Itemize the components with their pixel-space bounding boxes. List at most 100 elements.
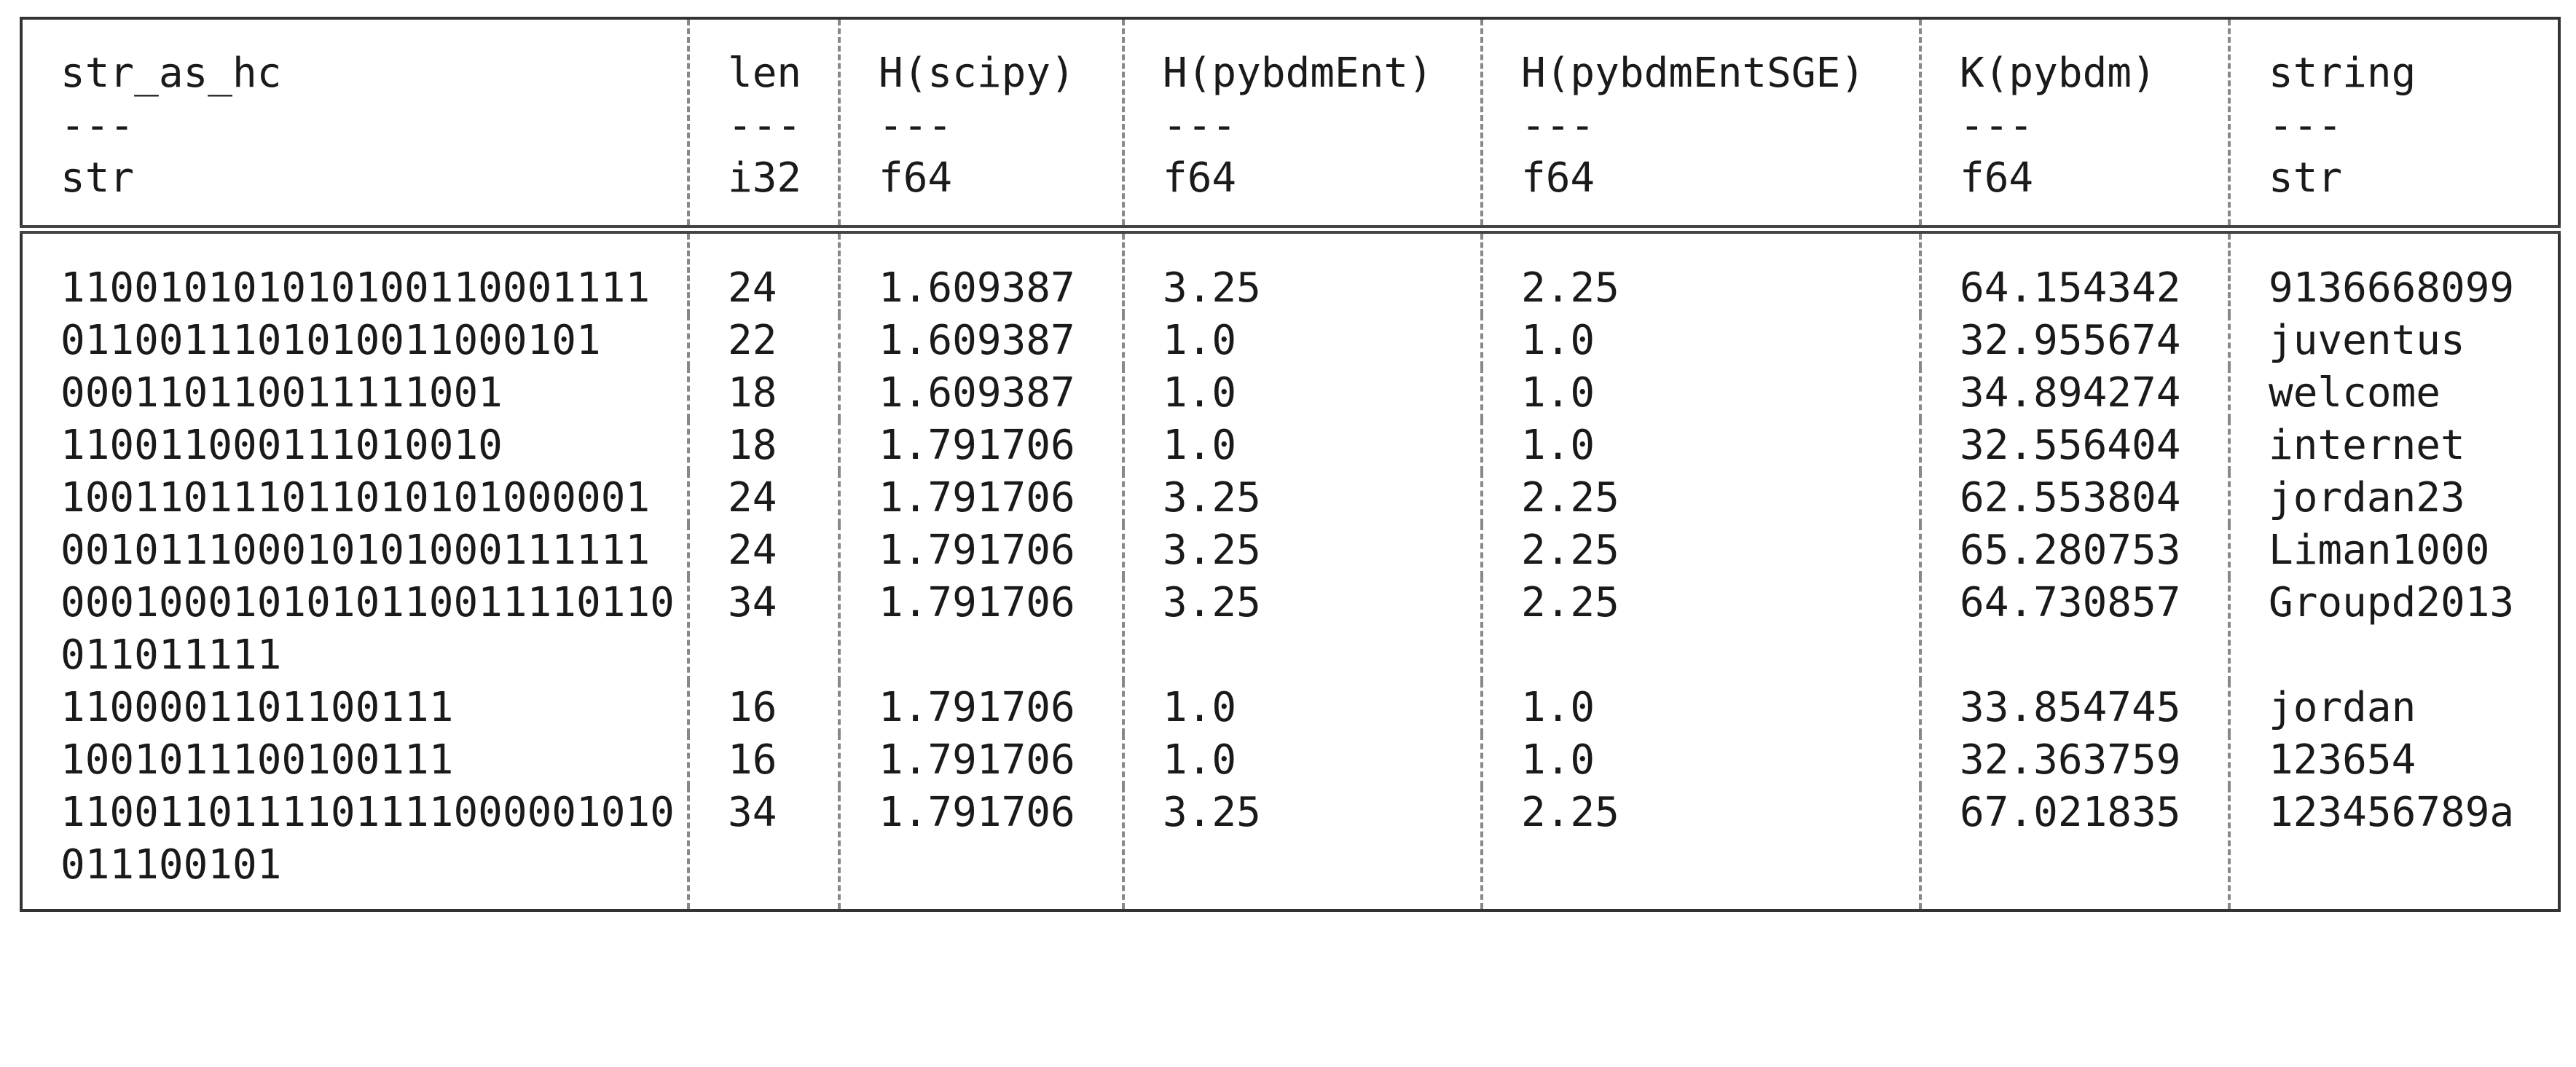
header-dtype: str: [2269, 154, 2343, 202]
table-cell: jordan23: [2228, 472, 2559, 524]
table-row: 000110110011111001 18 1.609387 1.0 1.0 34.894…: [21, 367, 2559, 420]
table-header: str_as_hc --- str len --- i32 H(scipy) --- f64 H(…: [21, 18, 2559, 234]
table-cell: 110011000111010010: [60, 422, 503, 469]
table-row: 1100001101100111 16 1.791706 1.0 1.0 33.85474…: [21, 682, 2559, 734]
table-cell: 3.25: [1122, 524, 1482, 577]
table-cell: 1.791706: [838, 472, 1123, 524]
table-cell: 34.894274: [1919, 367, 2229, 420]
table-cell: 1.0: [1122, 682, 1482, 734]
header-cell: string --- str: [2228, 18, 2559, 234]
header-row: str_as_hc --- str len --- i32 H(scipy) --- f64 H(…: [21, 18, 2559, 234]
table-cell: 100110111011010101000001: [60, 474, 651, 521]
table-cell: 22: [687, 315, 839, 367]
table-cell: 3.25: [1122, 577, 1482, 682]
table-row: 110010101010100110001111 24 1.609387 3.25 2.…: [21, 229, 2559, 315]
header-dtype: f64: [1960, 154, 2034, 202]
table: str_as_hc --- str len --- i32 H(scipy) --- f64 H(…: [20, 17, 2561, 912]
header-separator: ---: [1163, 102, 1237, 149]
table-cell: 123456789a: [2228, 787, 2559, 910]
table-cell: 1.0: [1480, 420, 1920, 472]
table-cell: 1.791706: [838, 787, 1123, 910]
header-dtype: f64: [1163, 154, 1237, 202]
table-cell: 1.791706: [838, 420, 1123, 472]
header-separator: ---: [2269, 102, 2343, 149]
header-cell: H(pybdmEnt) --- f64: [1122, 18, 1482, 234]
table-cell: 2.25: [1480, 472, 1920, 524]
table-cell: 001011100010101000111111: [60, 527, 651, 574]
table-cell: 1.0: [1122, 420, 1482, 472]
header-name: H(scipy): [879, 50, 1075, 97]
header-cell: H(pybdmEntSGE) --- f64: [1480, 18, 1920, 234]
header-dtype: f64: [1521, 154, 1595, 202]
table-cell: 32.955674: [1919, 315, 2229, 367]
table-cell: 2.25: [1480, 787, 1920, 910]
table-cell: 16: [687, 682, 839, 734]
dataframe: str_as_hc --- str len --- i32 H(scipy) --- f64 H(…: [20, 17, 2561, 912]
table-cell: welcome: [2228, 367, 2559, 420]
table-cell: 1.0: [1480, 367, 1920, 420]
header-separator: ---: [1521, 102, 1595, 149]
header-name: H(pybdmEnt): [1163, 50, 1433, 97]
table-row: 0110011101010011000101 22 1.609387 1.0 1.0 32…: [21, 315, 2559, 367]
table-cell: 33.854745: [1919, 682, 2229, 734]
header-name: K(pybdm): [1960, 50, 2156, 97]
table-cell: 1.0: [1122, 315, 1482, 367]
table-body: 110010101010100110001111 24 1.609387 3.25 2.…: [21, 229, 2559, 910]
table-row: 1100110111101111000001010011100101 34 1.79…: [21, 787, 2559, 910]
header-separator: ---: [879, 102, 953, 149]
table-cell: 1.0: [1122, 734, 1482, 787]
table-cell: 0110011101010011000101: [60, 317, 601, 364]
table-row: 001011100010101000111111 24 1.791706 3.25 2.…: [21, 524, 2559, 577]
table-cell: 32.363759: [1919, 734, 2229, 787]
table-cell: 1.0: [1480, 682, 1920, 734]
table-row: 100110111011010101000001 24 1.791706 3.25 2.…: [21, 472, 2559, 524]
table-cell: 2.25: [1480, 577, 1920, 682]
header-cell: K(pybdm) --- f64: [1919, 18, 2229, 234]
table-cell: 1100001101100111: [60, 684, 454, 731]
table-cell: 3.25: [1122, 472, 1482, 524]
table-cell: jordan: [2228, 682, 2559, 734]
table-cell: 18: [687, 420, 839, 472]
header-name: H(pybdmEntSGE): [1521, 50, 1866, 97]
table-cell: 1.609387: [838, 367, 1123, 420]
header-cell: str_as_hc --- str: [21, 18, 688, 234]
table-cell: 65.280753: [1919, 524, 2229, 577]
table-cell: 32.556404: [1919, 420, 2229, 472]
table-cell: 2.25: [1480, 229, 1920, 315]
table-cell: 1001011100100111: [60, 736, 454, 784]
table-cell: 1.791706: [838, 682, 1123, 734]
header-separator: ---: [1960, 102, 2034, 149]
table-cell: 110010101010100110001111: [60, 264, 651, 312]
table-row: 0001000101010110011110110011011111 34 1.79…: [21, 577, 2559, 682]
header-dtype: i32: [728, 154, 802, 202]
table-cell: 34: [687, 787, 839, 910]
table-cell: 1.609387: [838, 229, 1123, 315]
table-cell: 64.730857: [1919, 577, 2229, 682]
header-dtype: f64: [879, 154, 953, 202]
header-name: string: [2269, 50, 2416, 97]
table-cell: 67.021835: [1919, 787, 2229, 910]
table-cell: juventus: [2228, 315, 2559, 367]
table-cell: 1.0: [1480, 734, 1920, 787]
table-row: 1001011100100111 16 1.791706 1.0 1.0 32.36375…: [21, 734, 2559, 787]
table-cell: 1.791706: [838, 577, 1123, 682]
header-separator: ---: [728, 102, 802, 149]
header-cell: len --- i32: [687, 18, 839, 234]
header-separator: ---: [60, 102, 135, 149]
header-cell: H(scipy) --- f64: [838, 18, 1123, 234]
table-cell: 1.609387: [838, 315, 1123, 367]
table-cell: internet: [2228, 420, 2559, 472]
header-dtype: str: [60, 154, 135, 202]
table-cell: 62.553804: [1919, 472, 2229, 524]
table-cell: 16: [687, 734, 839, 787]
table-cell: 24: [687, 229, 839, 315]
table-cell: 34: [687, 577, 839, 682]
table-cell: 18: [687, 367, 839, 420]
table-cell: 0001000101010110011110110011011111: [60, 579, 675, 679]
table-cell: 24: [687, 472, 839, 524]
table-row: 110011000111010010 18 1.791706 1.0 1.0 32.556…: [21, 420, 2559, 472]
table-cell: 24: [687, 524, 839, 577]
table-cell: 3.25: [1122, 229, 1482, 315]
table-cell: 9136668099: [2228, 229, 2559, 315]
